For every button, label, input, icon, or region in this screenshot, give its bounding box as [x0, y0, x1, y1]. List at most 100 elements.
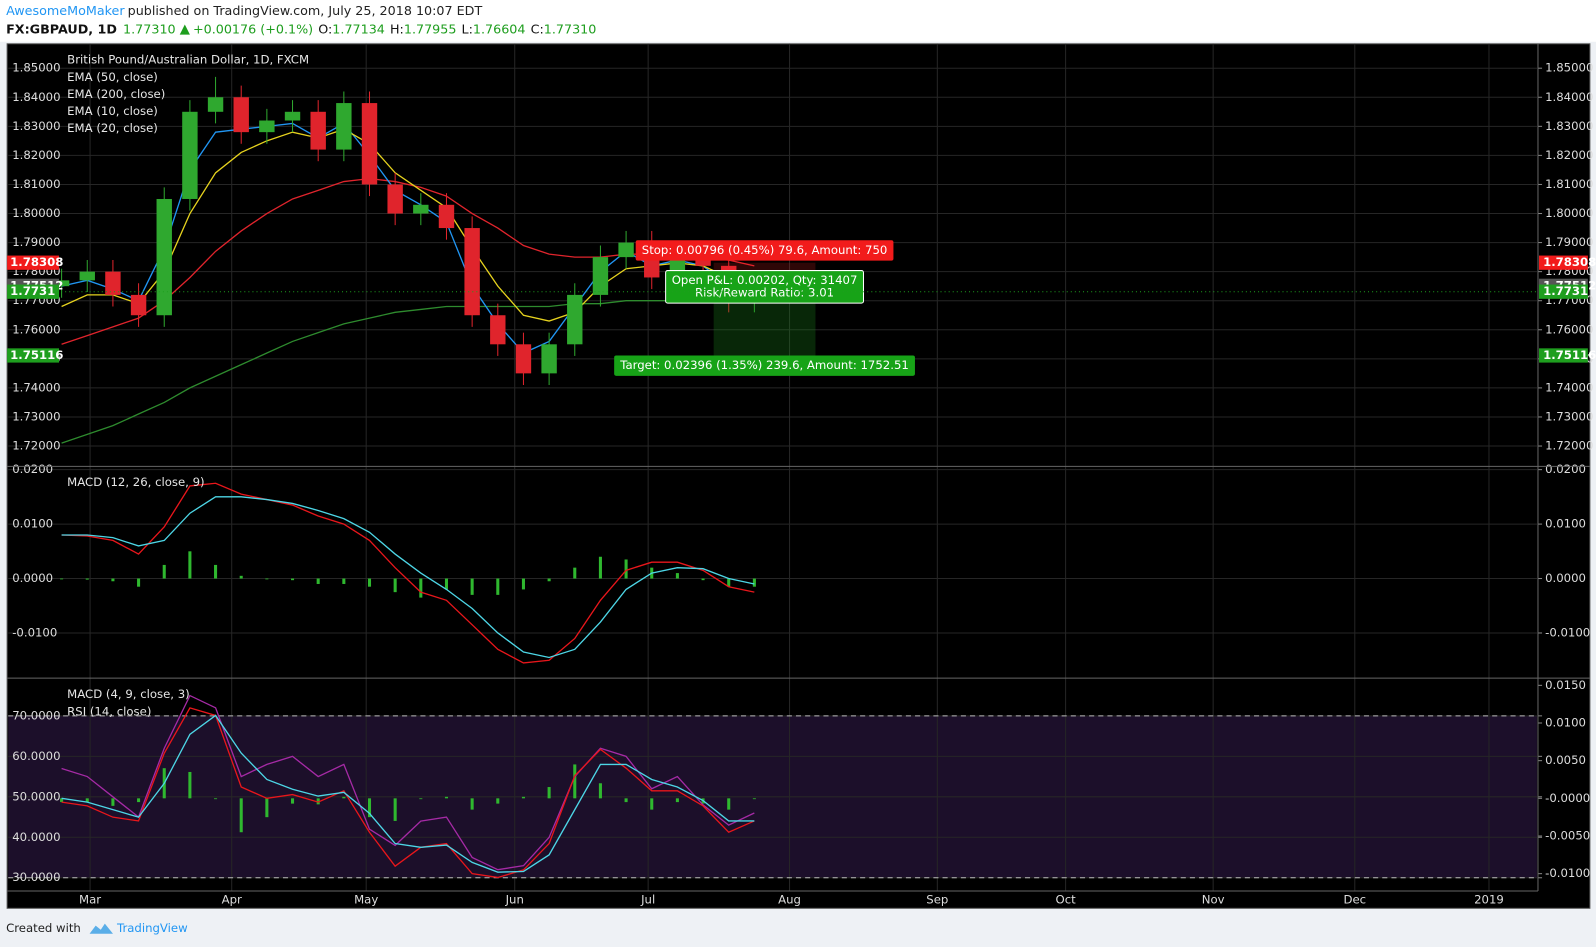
pane-title: British Pound/Australian Dollar, 1D, FXC… [67, 53, 309, 67]
price-badge [7, 255, 60, 270]
ohlc-label: O: [318, 21, 332, 36]
position-box [614, 355, 915, 376]
histogram-bar [752, 578, 756, 587]
histogram-bar [727, 798, 731, 810]
histogram-bar [85, 798, 89, 803]
histogram-bar [188, 771, 192, 799]
up-arrow [179, 24, 190, 35]
candle-body [413, 204, 429, 214]
histogram-bar [675, 798, 679, 803]
histogram-bar [624, 559, 628, 579]
histogram-bar [111, 798, 115, 806]
x-tick-label: Sep [926, 893, 948, 907]
histogram-bar [239, 575, 243, 579]
footer-bg [0, 911, 1596, 947]
brand[interactable]: TradingView [116, 921, 188, 935]
candle-body [361, 103, 378, 185]
histogram-bar [624, 798, 628, 803]
histogram-bar [265, 798, 269, 818]
series-line [61, 482, 755, 664]
histogram-bar [60, 578, 64, 580]
y-tick-label-right: 1.84000 [1545, 90, 1593, 104]
histogram-bar [214, 798, 218, 800]
histogram-bar [111, 578, 115, 582]
candle-body [438, 204, 455, 229]
y-tick-label-right: 1.79000 [1545, 235, 1593, 249]
y-tick-label-right: 0.0200 [1545, 462, 1586, 476]
histogram-bar [137, 578, 141, 587]
histogram-bar [137, 798, 141, 803]
header-bg [0, 0, 1596, 42]
histogram-bar [265, 578, 269, 580]
x-tick-label: Jun [505, 893, 524, 907]
histogram-bar [598, 556, 602, 579]
x-tick-label: Jul [640, 893, 655, 907]
candle-body [515, 344, 532, 374]
candle-body [284, 111, 301, 121]
y2-tick-label: -0.0050 [1545, 828, 1590, 842]
legend-entry: EMA (10, close) [67, 104, 158, 118]
y-tick-label: 1.84000 [12, 90, 60, 104]
candle-body [156, 198, 172, 316]
histogram-bar [393, 798, 397, 821]
last-price: 1.77310 [123, 21, 176, 36]
y-tick-label-right: 1.72000 [1545, 439, 1593, 453]
x-tick-label: Oct [1056, 893, 1077, 907]
histogram-bar [521, 796, 525, 799]
legend-entry: EMA (50, close) [67, 70, 158, 84]
histogram-bar [496, 578, 500, 595]
histogram-bar [547, 787, 551, 799]
histogram-bar [470, 578, 474, 595]
candle-body [336, 103, 352, 150]
ohlc-value: 1.77134 [332, 21, 385, 36]
price-badge-label: 1.7731 [1543, 284, 1588, 298]
candle-body [592, 257, 609, 295]
y2-tick-label: -0.0100 [1545, 866, 1590, 880]
price-badge-label: 1.7731 [10, 284, 55, 298]
y-tick-label: 60.0000 [12, 749, 60, 763]
pane [8, 466, 1537, 679]
ohlc-value: 1.77955 [404, 21, 457, 36]
y-tick-label: 50.0000 [12, 789, 60, 803]
ohlc-label: L: [462, 21, 473, 36]
histogram-bar [162, 564, 166, 579]
y-tick-label: 1.85000 [12, 61, 60, 75]
position-label: Stop: 0.00796 (0.45%) 79.6, Amount: 750 [642, 243, 888, 257]
y-tick-label-right: 1.74000 [1545, 380, 1593, 394]
histogram-bar [419, 578, 423, 598]
candle-body [618, 242, 634, 258]
y-tick-label-right: -0.0100 [1545, 625, 1590, 639]
x-tick-label: Apr [222, 893, 242, 907]
created-with: Created with [6, 921, 81, 935]
histogram-bar [239, 798, 243, 833]
pane-title: MACD (4, 9, close, 3) [67, 687, 190, 701]
y-tick-label: 1.74000 [12, 380, 60, 394]
histogram-bar [393, 578, 397, 593]
histogram-bar [60, 798, 64, 803]
candle-body [464, 228, 480, 316]
histogram-bar [342, 796, 346, 799]
price-badge-label: 1.78308 [10, 255, 63, 269]
histogram-bar [316, 798, 320, 805]
histogram-bar [547, 578, 551, 582]
y-tick-label-right: 1.83000 [1545, 119, 1593, 133]
histogram-bar [188, 551, 192, 579]
histogram-bar [701, 578, 705, 581]
histogram-bar [598, 783, 602, 799]
candle-body [233, 97, 249, 133]
histogram-bar [752, 798, 756, 800]
candle-body [567, 294, 583, 345]
y-tick-label-right: 1.85000 [1545, 61, 1593, 75]
y-tick-label: -0.0100 [12, 625, 57, 639]
ohlc-value: 1.77310 [544, 21, 597, 36]
price-badge [7, 348, 60, 363]
published: published on TradingView.com, July 25, 2… [128, 3, 483, 18]
histogram-bar [85, 578, 89, 580]
price-badge [1539, 284, 1588, 299]
series-line [61, 496, 755, 659]
histogram-bar [470, 798, 474, 810]
y-tick-label: 1.80000 [12, 206, 60, 220]
author[interactable]: AwesomeMoMaker [6, 3, 125, 18]
histogram-bar [291, 798, 295, 804]
